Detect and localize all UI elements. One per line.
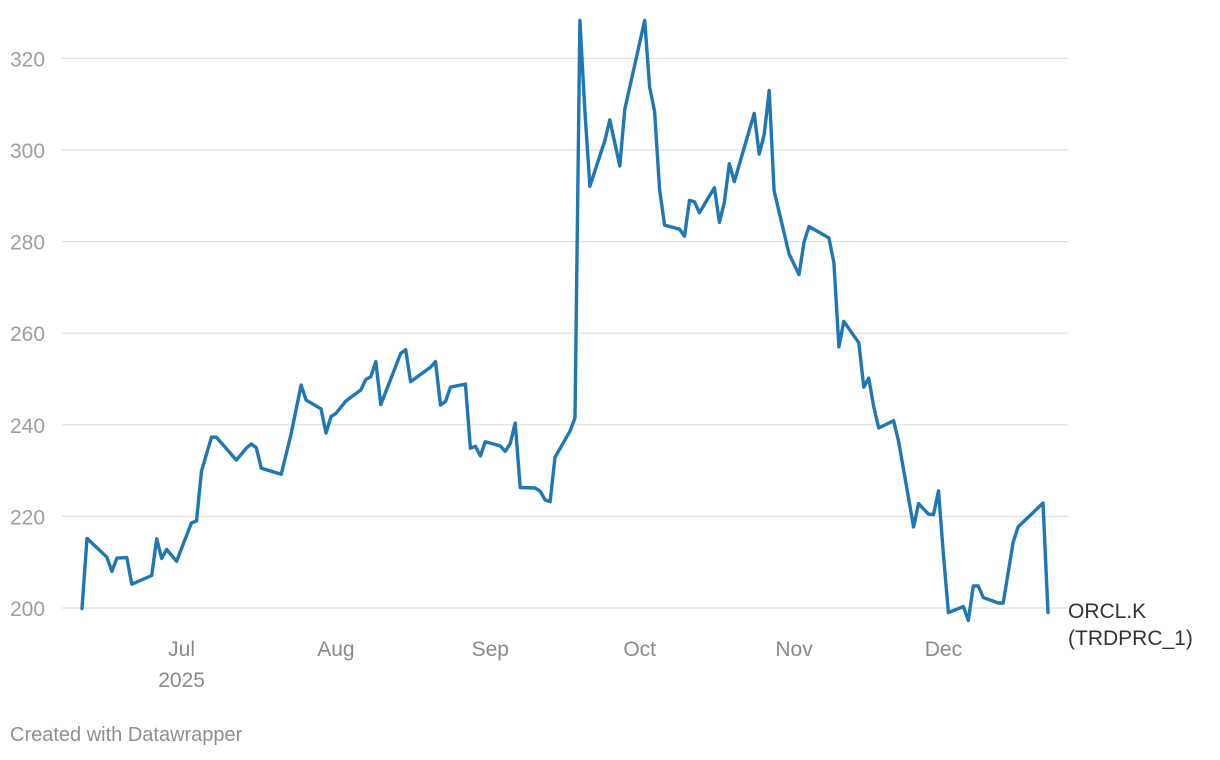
x-tick-label-oct: Oct [623,638,656,661]
y-tick-label-220: 220 [10,506,45,529]
y-tick-label-240: 240 [10,415,45,438]
x-tick-label-nov: Nov [775,638,813,661]
series-label-line-1: ORCL.K [1068,600,1146,623]
y-tick-label-320: 320 [10,48,45,71]
y-tick-label-260: 260 [10,323,45,346]
series-label: ORCL.K (TRDPRC_1) [1068,600,1193,650]
y-tick-label-300: 300 [10,140,45,163]
x-tick-label-jul: Jul [168,638,195,661]
y-gridlines [62,57,1068,609]
price-line-chart: 200 220 240 260 280 300 320 Jul 2025 Aug Sep Oct No… [10,18,1193,692]
y-tick-label-280: 280 [10,232,45,255]
series-label-line-2: (TRDPRC_1) [1068,627,1193,650]
y-axis-tick-labels: 200 220 240 260 280 300 320 [10,48,45,621]
x-tick-label-aug: Aug [317,638,354,661]
x-tick-label-sep: Sep [472,638,509,661]
y-tick-label-200: 200 [10,598,45,621]
series-line-orcl [80,18,1050,623]
x-tick-year-label: 2025 [158,669,205,692]
credit-text: Created with Datawrapper [10,724,243,746]
x-tick-label-dec: Dec [925,638,962,661]
x-axis-tick-labels: Jul 2025 Aug Sep Oct Nov Dec [158,638,962,692]
series-layer [80,18,1050,623]
